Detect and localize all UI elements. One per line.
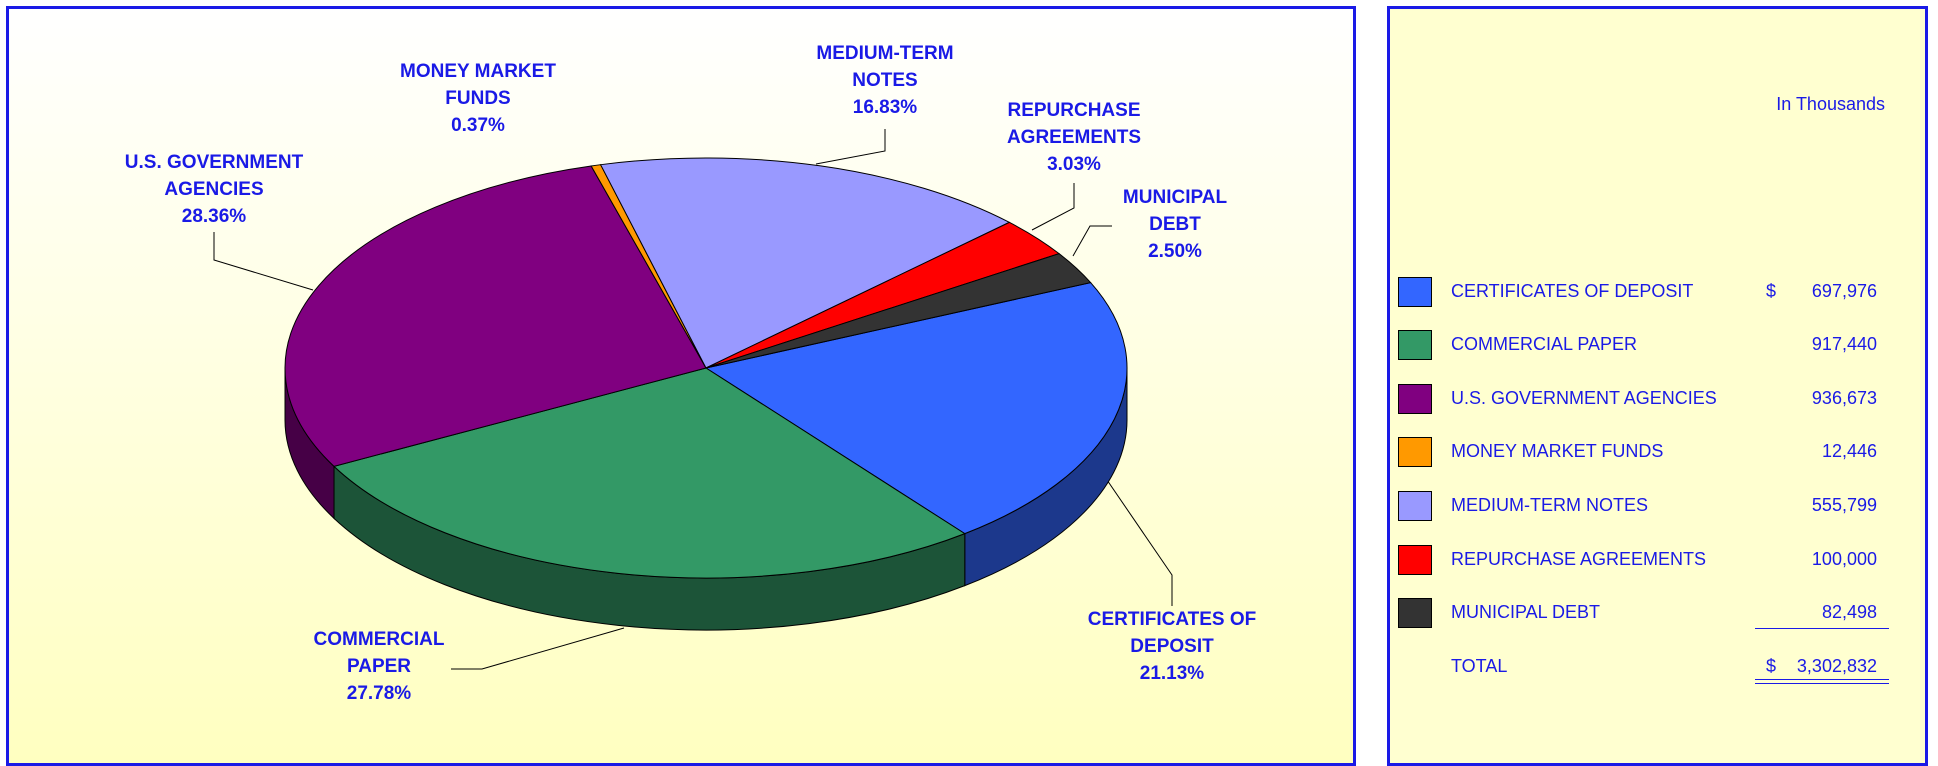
slice-label-value: 16.83% <box>852 97 918 118</box>
legend-swatch <box>1398 330 1432 360</box>
leader-line <box>1072 225 1112 257</box>
leader-line <box>451 627 625 670</box>
slice-label-value: 2.50% <box>1148 241 1202 262</box>
legend-swatch <box>1398 545 1432 575</box>
row-name: U.S. GOVERNMENT AGENCIES <box>1451 388 1717 408</box>
slice-label-value: 28.36% <box>181 206 247 227</box>
currency: $ <box>1766 656 1777 676</box>
slice-label: COMMERCIAL PAPER 27.78% <box>294 626 464 707</box>
legend-swatch <box>1398 491 1432 521</box>
leader-line <box>815 129 886 165</box>
row-name: COMMERCIAL PAPER <box>1451 334 1638 354</box>
row-amount: 82,498 <box>1821 602 1877 622</box>
legend-swatch <box>1398 277 1432 307</box>
total-rule <box>1755 679 1889 680</box>
slice-label-value: 3.03% <box>1047 154 1101 175</box>
row-amount: 12,446 <box>1821 441 1877 461</box>
row-amount: 917,440 <box>1811 334 1877 354</box>
leader-line <box>213 232 314 291</box>
slice-label-name: MEDIUM-TERM NOTES <box>816 43 954 91</box>
row-name: CERTIFICATES OF DEPOSIT <box>1451 281 1694 301</box>
slice-label: MEDIUM-TERM NOTES 16.83% <box>790 40 980 121</box>
total-label: TOTAL <box>1451 656 1508 676</box>
row-name: MEDIUM-TERM NOTES <box>1451 495 1648 515</box>
legend-swatch <box>1398 598 1432 628</box>
slice-label: MUNICIPAL DEBT 2.50% <box>1100 184 1250 265</box>
slice-label: MONEY MARKET FUNDS 0.37% <box>378 58 578 139</box>
slice <box>333 367 966 579</box>
slice <box>704 282 1128 535</box>
slice-label-value: 27.78% <box>346 683 412 704</box>
slice-label-name: U.S. GOVERNMENT AGENCIES <box>124 152 304 200</box>
row-amount: 100,000 <box>1811 549 1877 569</box>
row-amount: 555,799 <box>1811 495 1877 515</box>
subtotal-rule <box>1755 628 1889 629</box>
slice <box>599 157 1011 369</box>
row-amount: 936,673 <box>1811 388 1877 408</box>
slice-label-value: 0.37% <box>451 115 505 136</box>
total-rule <box>1755 683 1889 684</box>
row-name: MUNICIPAL DEBT <box>1451 602 1601 622</box>
table-panel <box>1387 6 1928 766</box>
slice-label-value: 21.13% <box>1139 663 1205 684</box>
row-name: MONEY MARKET FUNDS <box>1451 441 1664 461</box>
slice-label-name: COMMERCIAL PAPER <box>313 629 445 677</box>
slice <box>284 165 707 467</box>
slice-label-name: MUNICIPAL DEBT <box>1122 187 1228 235</box>
leader-line <box>1031 183 1075 231</box>
row-amount: 697,976 <box>1811 281 1877 301</box>
total-amount: 3,302,832 <box>1796 656 1877 676</box>
slice-label-name: MONEY MARKET FUNDS <box>400 61 556 109</box>
slice-label: REPURCHASE AGREEMENTS 3.03% <box>974 97 1174 178</box>
legend-swatch <box>1398 437 1432 467</box>
unit-label: In Thousands <box>1776 94 1885 114</box>
slice-label: CERTIFICATES OF DEPOSIT 21.13% <box>1072 606 1272 687</box>
currency: $ <box>1766 281 1777 301</box>
slice <box>705 253 1092 369</box>
legend-swatch <box>1398 384 1432 414</box>
slice-label-name: CERTIFICATES OF DEPOSIT <box>1087 609 1257 657</box>
slice-label: U.S. GOVERNMENT AGENCIES 28.36% <box>84 149 344 230</box>
row-name: REPURCHASE AGREEMENTS <box>1451 549 1707 569</box>
slice-label-name: REPURCHASE AGREEMENTS <box>1006 100 1142 148</box>
